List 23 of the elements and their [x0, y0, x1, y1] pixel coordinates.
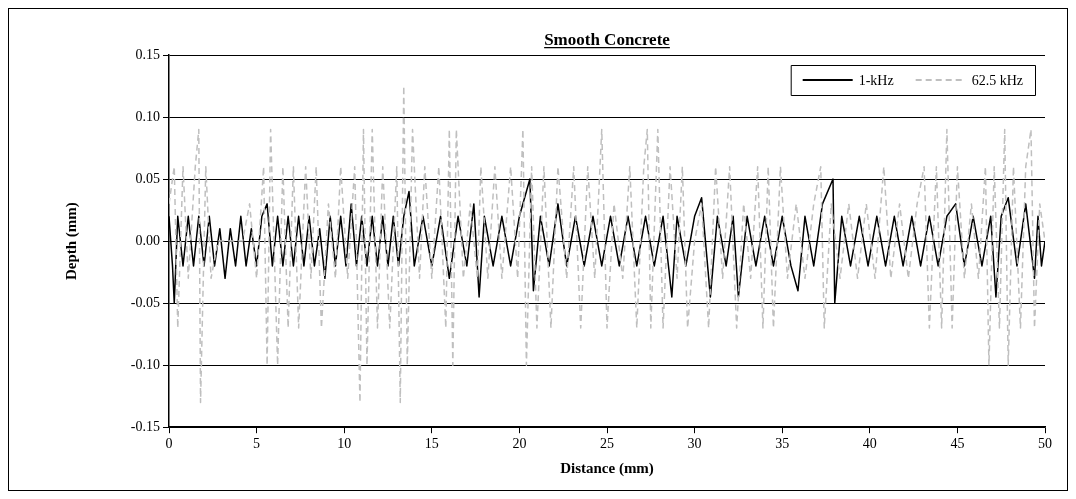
legend-label: 62.5 kHz — [971, 72, 1023, 88]
y-tick-label: -0.15 — [130, 418, 160, 434]
y-axis-title: Depth (mm) — [62, 202, 80, 281]
y-tick-label: 0.10 — [135, 108, 160, 124]
x-tick-label: 45 — [950, 436, 965, 452]
x-tick-label: 0 — [165, 436, 173, 452]
y-tick-label: 0.00 — [135, 232, 160, 248]
y-tick-label: 0.05 — [135, 170, 160, 186]
x-tick-label: 10 — [337, 436, 352, 452]
chart-title: Smooth Concrete — [544, 30, 671, 49]
legend-label: 1-kHz — [858, 72, 894, 88]
x-axis-title: Distance (mm) — [560, 459, 654, 477]
x-tick-label: 20 — [512, 436, 527, 452]
x-tick-label: 35 — [775, 436, 790, 452]
x-tick-label: 15 — [424, 436, 439, 452]
x-tick-label: 30 — [687, 436, 702, 452]
x-tick-label: 50 — [1038, 436, 1052, 452]
y-tick-label: 0.15 — [135, 46, 160, 62]
y-tick-label: -0.05 — [130, 294, 160, 310]
x-tick-label: 25 — [600, 436, 614, 452]
x-tick-label: 40 — [862, 436, 877, 452]
y-tick-label: -0.10 — [130, 356, 160, 372]
x-tick-label: 5 — [253, 436, 261, 452]
